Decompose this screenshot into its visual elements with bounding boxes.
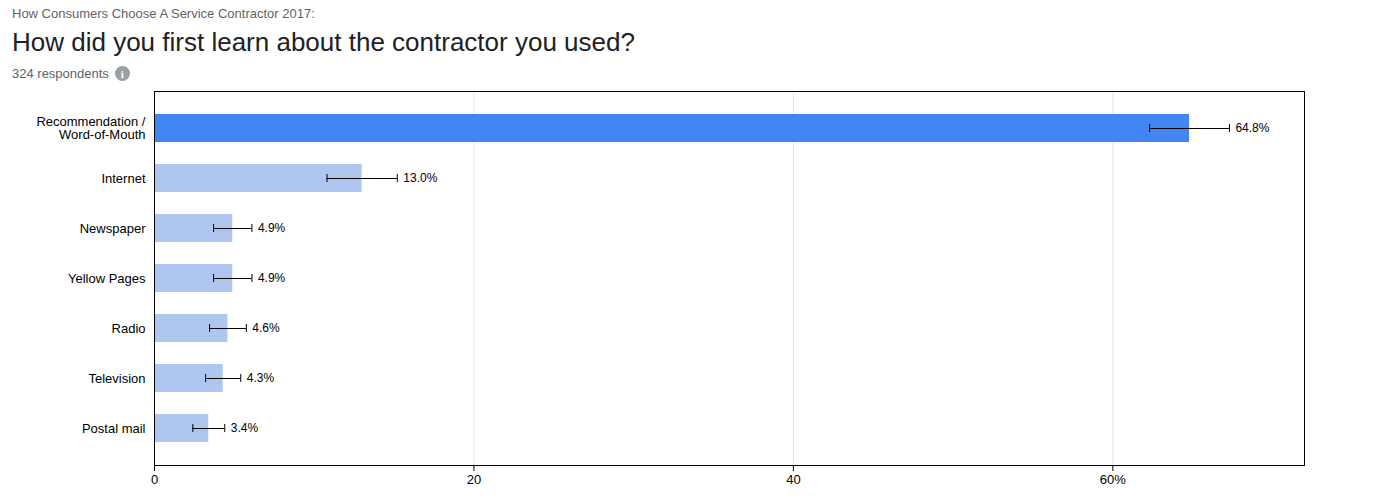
svg-text:4.9%: 4.9% (258, 271, 286, 285)
svg-text:60%: 60% (1100, 472, 1126, 487)
html-text:How did you first learn about: How did you first learn about the contra… (12, 27, 635, 57)
svg-text:4.9%: 4.9% (258, 221, 286, 235)
html-text:How Consumers Choose A Service: How Consumers Choose A Service Contracto… (12, 6, 315, 21)
svg-text:Radio: Radio (112, 321, 146, 336)
svg-text:4.6%: 4.6% (252, 321, 280, 335)
svg-text:13.0%: 13.0% (403, 171, 437, 185)
svg-text:64.8%: 64.8% (1235, 121, 1269, 135)
html-text:i: i (120, 67, 124, 80)
svg-text:20: 20 (467, 472, 481, 487)
svg-text:0: 0 (151, 472, 158, 487)
svg-text:Yellow Pages: Yellow Pages (68, 271, 146, 286)
svg-text:3.4%: 3.4% (231, 421, 259, 435)
svg-text:Recommendation /Word-of-Mouth: Recommendation /Word-of-Mouth (36, 114, 145, 142)
svg-text:Television: Television (88, 371, 145, 386)
svg-text:40: 40 (786, 472, 800, 487)
html-text:324 respondents: 324 respondents (12, 66, 109, 81)
svg-text:Postal mail: Postal mail (82, 421, 146, 436)
svg-text:4.3%: 4.3% (247, 371, 275, 385)
svg-text:Internet: Internet (101, 171, 145, 186)
svg-text:Newspaper: Newspaper (80, 221, 146, 236)
